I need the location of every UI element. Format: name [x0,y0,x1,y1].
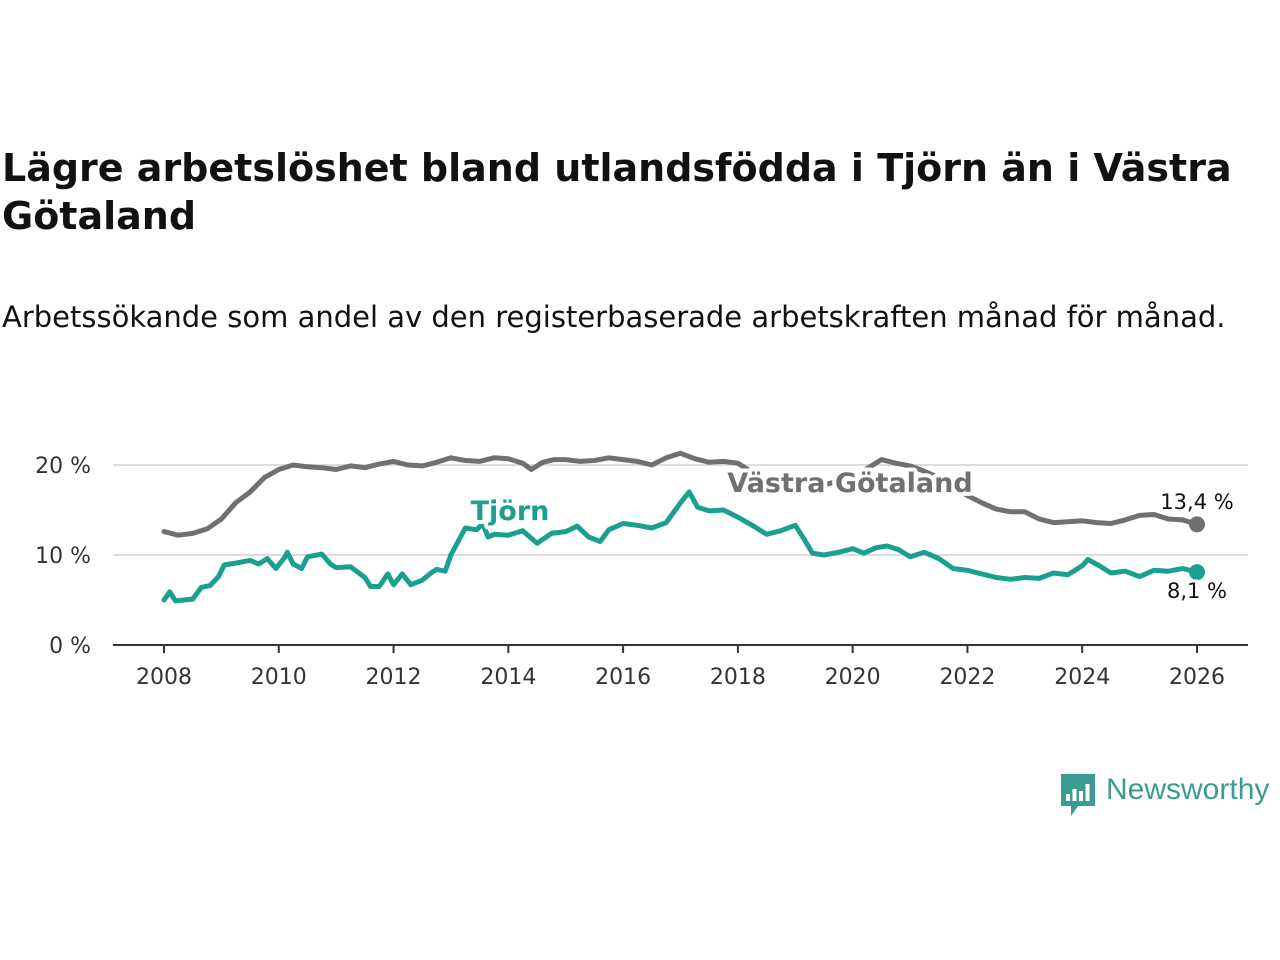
y-axis-labels: 0 % 10 % 20 % [35,454,91,659]
y-tick-label-10: 10 % [35,544,91,569]
end-value-label-tjorn: 8,1 % [1167,579,1227,603]
line-chart: 0 % 10 % 20 % 2008 2010 2012 2014 2016 2018 2020… [35,450,1248,690]
x-tick-label-2008: 2008 [136,665,192,690]
gridlines [113,464,1248,556]
series-lines [161,450,1205,604]
x-tick-label-2018: 2018 [710,665,766,690]
newsworthy-logo-icon [1061,774,1095,816]
x-tick-label-2026: 2026 [1169,665,1225,690]
x-tick-label-2010: 2010 [251,665,307,690]
x-tick-label-2014: 2014 [480,665,536,690]
x-tick-label-2022: 2022 [939,665,995,690]
x-tick-label-2016: 2016 [595,665,651,690]
series-line-tjorn [161,489,1200,604]
x-tick-label-2020: 2020 [825,665,881,690]
chart-subtitle: Arbetssökande som andel av den registerb… [2,300,1226,334]
y-tick-label-20: 20 % [35,454,91,479]
x-tick-label-2024: 2024 [1054,665,1110,690]
x-tick-label-2012: 2012 [366,665,422,690]
series-line-vastra-gotaland [161,450,1200,538]
series-label-tjorn: Tjörn [471,496,550,527]
series-end-marker-vastra-gotaland [1189,516,1205,533]
series-end-marker-tjorn [1189,564,1205,581]
series-label-vastra-gotaland: Västra Götaland [727,468,972,499]
y-tick-label-0: 0 % [49,634,91,659]
newsworthy-logo: Newsworthy [1058,772,1280,820]
newsworthy-logo-text: Newsworthy [1106,773,1270,806]
end-value-label-vastra-gotaland: 13,4 % [1160,490,1233,514]
series-labels: Västra Götaland Tjörn 13,4 % 8,1 % [467,464,1237,606]
chart-title: Lägre arbetslöshet bland utlandsfödda i … [2,146,1232,238]
x-axis: 2008 2010 2012 2014 2016 2018 2020 2022 2024 2026 [113,644,1248,690]
